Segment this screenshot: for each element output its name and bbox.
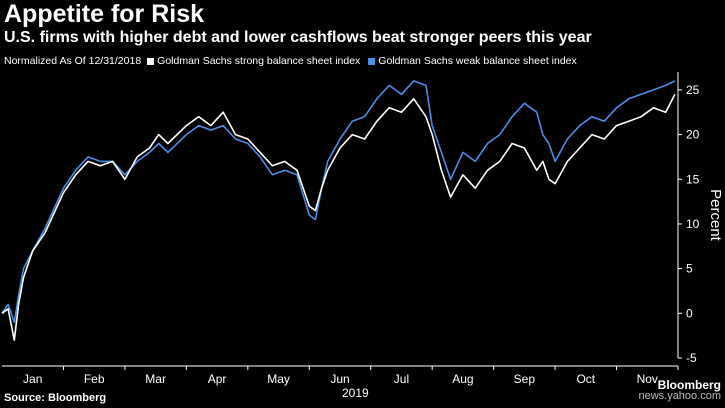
y-axis-title: Percent [707,189,724,242]
y-tick-label: -5 [686,351,697,365]
x-tick-label: Oct [576,372,595,386]
y-tick-label: 25 [686,83,700,97]
series-line-strong [1,93,676,341]
watermark: news.yahoo.com [638,390,721,402]
legend-entry-strong: Goldman Sachs strong balance sheet index [147,55,360,67]
x-tick-label: Aug [452,372,473,386]
legend-note: Normalized As Of 12/31/2018 [4,55,142,67]
y-tick-label: 0 [686,306,693,320]
x-tick-label: Nov [637,372,658,386]
legend-label-weak: Goldman Sachs weak balance sheet index [378,55,577,67]
chart-title: Appetite for Risk [4,0,205,28]
x-tick-label: Apr [208,372,227,386]
legend-swatch-strong [147,57,155,65]
x-tick-label: May [267,372,290,386]
x-tick-label: Jan [23,372,42,386]
chart-axes [2,72,682,370]
x-tick-label: Feb [84,372,105,386]
y-tick-label: 5 [686,262,693,276]
bloomberg-logo: Bloomberg [657,378,721,392]
legend: Normalized As Of 12/31/2018 Goldman Sach… [4,55,585,67]
legend-swatch-weak [368,57,376,65]
y-tick-label: 15 [686,172,700,186]
series-line-weak [1,80,676,324]
source-note: Source: Bloomberg [4,392,107,404]
x-tick-label: Sep [514,372,536,386]
chart-labels: -5 0 5 10 15 20 25 Percent Jan Feb Mar Apr May Jun Jul… [23,83,724,400]
x-tick-label: Jun [330,372,349,386]
chart-subtitle: U.S. firms with higher debt and lower ca… [4,29,592,46]
y-tick-label: 20 [686,128,700,142]
y-tick-label: 10 [686,217,700,231]
x-axis-title: 2019 [342,386,369,400]
legend-entry-weak: Goldman Sachs weak balance sheet index [368,55,577,67]
x-tick-label: Mar [145,372,166,386]
chart-series [1,80,676,341]
x-tick-label: Jul [394,372,409,386]
legend-label-strong: Goldman Sachs strong balance sheet index [157,55,361,67]
